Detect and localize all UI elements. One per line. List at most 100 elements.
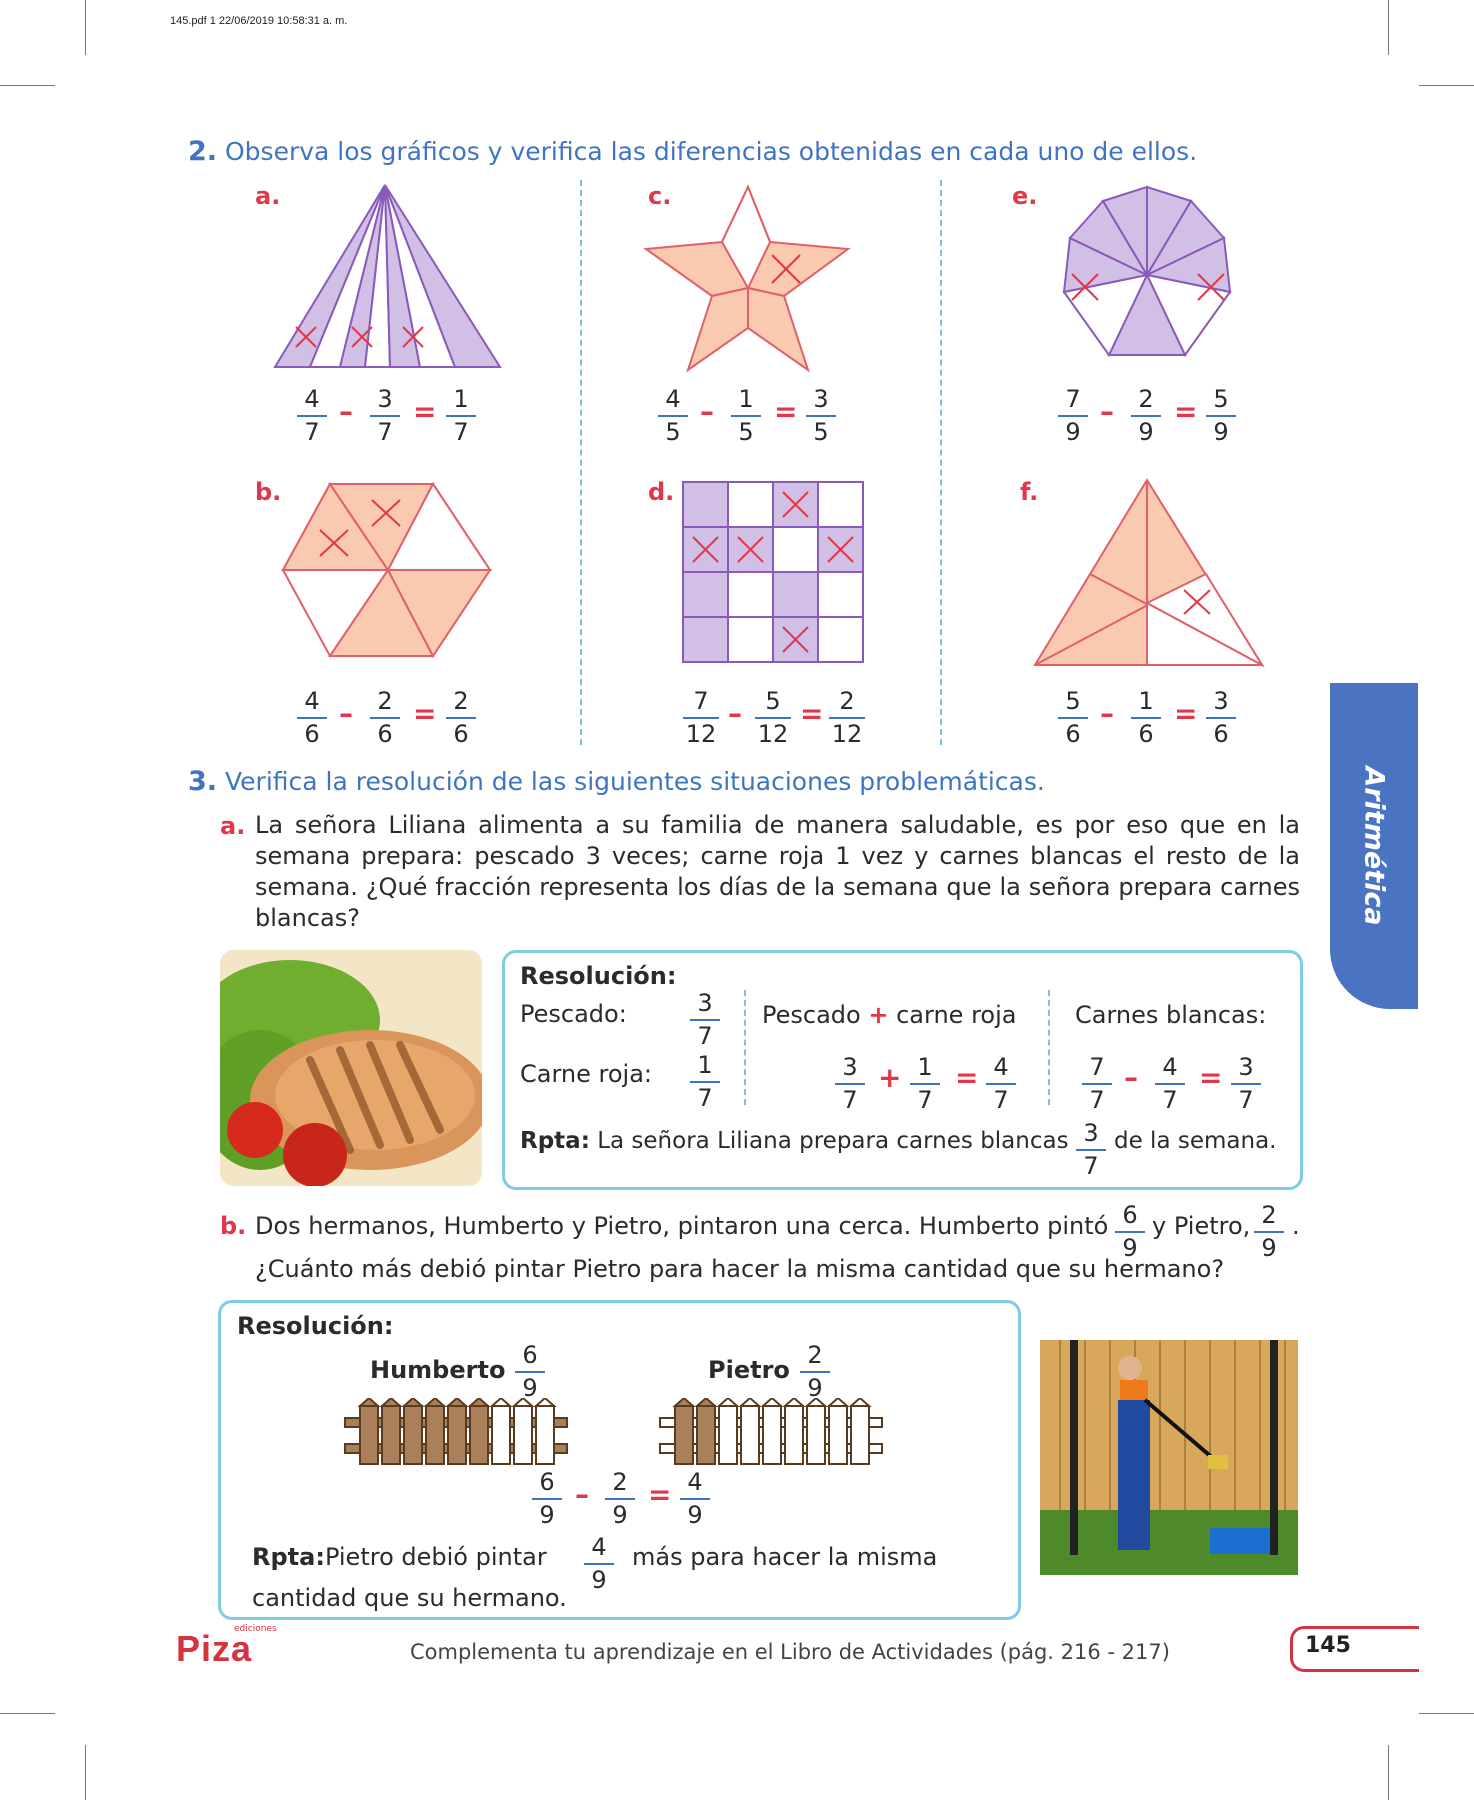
rpta-b-line2: cantidad que su hermano. — [252, 1584, 567, 1612]
figure-b-hexagon — [281, 482, 492, 658]
minus-sign: – — [1100, 395, 1114, 428]
page-number: 145 — [1305, 1633, 1351, 1658]
q3b-text-4: ¿Cuánto más debió pintar Pietro para hac… — [255, 1255, 1225, 1283]
pietro-label: Pietro — [708, 1356, 790, 1384]
box-divider — [744, 990, 746, 1105]
resolution-box-b — [218, 1300, 1021, 1620]
figure-a-triangle — [273, 184, 502, 368]
rpta-a: Rpta: La señora Liliana prepara carnes b… — [520, 1128, 1069, 1154]
pietro-fence — [659, 1398, 883, 1465]
column-divider — [940, 180, 942, 745]
resolution-box-a — [502, 950, 1303, 1190]
humberto-fence — [344, 1398, 568, 1465]
side-tab: Aritmética — [1330, 683, 1418, 1009]
print-line: 145.pdf 1 22/06/2019 10:58:31 a. m. — [170, 15, 348, 27]
footer-text: Complementa tu aprendizaje en el Libro d… — [410, 1640, 1170, 1664]
q3b-text-2: y Pietro, — [1152, 1212, 1251, 1240]
item-e-letter: e. — [1012, 182, 1038, 210]
resolution-title-a: Resolución: — [520, 962, 677, 990]
resolution-title-b: Resolución: — [237, 1312, 394, 1340]
figure-e-nonagon — [1062, 185, 1232, 357]
item-b-letter: b. — [255, 478, 282, 506]
figure-c-star — [643, 184, 851, 373]
q2-figures — [273, 184, 1265, 668]
figure-f-triangle — [1033, 478, 1265, 668]
brand-logo: ediciones Piza — [176, 1624, 286, 1670]
q3b-text-1: Dos hermanos, Humberto y Pietro, pintaro… — [255, 1212, 1109, 1240]
item-a-letter: a. — [255, 182, 281, 210]
equals-sign: = — [1174, 697, 1198, 730]
figure-a-crosses — [295, 326, 424, 348]
minus-sign: – — [339, 395, 353, 428]
rpta-a-end: de la semana. — [1114, 1128, 1277, 1154]
minus-sign: – — [339, 697, 353, 730]
q3-text: Verifica la resolución de las siguientes… — [225, 767, 1045, 796]
figure-d-crosses — [692, 491, 854, 653]
q3a-letter: a. — [220, 812, 246, 840]
item-c-letter: c. — [648, 182, 672, 210]
minus-sign: – — [1124, 1061, 1138, 1094]
fraction: 5 12 — [755, 686, 791, 749]
figure-c-cross — [771, 254, 801, 284]
equals-sign: = — [955, 1061, 979, 1094]
fraction: 7 12 — [683, 686, 719, 749]
q2-heading: 2. Observa los gráficos y verifica las d… — [188, 136, 1197, 167]
carne-roja-label: Carne roja: — [520, 1060, 652, 1088]
equals-sign: = — [1199, 1061, 1223, 1094]
figure-e-crosses — [1071, 273, 1225, 301]
q3b-text-3: . — [1292, 1212, 1300, 1240]
rpta-b-line1: Rpta:Pietro debió pintar — [252, 1543, 547, 1571]
brand-small: ediciones — [234, 1624, 277, 1634]
fence-illustrations — [344, 1398, 883, 1465]
column-divider — [580, 180, 582, 745]
q2-text: Observa los gráficos y verifica las dife… — [225, 137, 1198, 166]
brand-name: Piza — [176, 1628, 253, 1669]
rpta-b-line1-end: más para hacer la misma — [632, 1543, 938, 1571]
q3b-letter: b. — [220, 1212, 247, 1240]
minus-sign: – — [1100, 697, 1114, 730]
figure-f-cross — [1183, 589, 1211, 615]
minus-sign: – — [700, 395, 714, 428]
q3a-text: La señora Liliana alimenta a su familia … — [255, 811, 1300, 932]
fraction: 2 12 — [829, 686, 865, 749]
equals-sign: = — [413, 395, 437, 428]
q3-heading: 3. Verifica la resolución de las siguien… — [188, 766, 1045, 797]
q3-number: 3. — [188, 766, 218, 797]
equals-sign: = — [1174, 395, 1198, 428]
page-number-box: 145 — [1290, 1626, 1419, 1672]
fence-painter-photo — [1040, 1340, 1298, 1575]
equals-sign: = — [774, 395, 798, 428]
sum-title: Pescado + carne roja — [762, 1001, 1017, 1029]
humberto-label: Humberto — [370, 1356, 506, 1384]
q2-number: 2. — [188, 136, 218, 167]
equals-sign: = — [800, 697, 824, 730]
minus-sign: – — [575, 1478, 589, 1511]
figure-b-crosses — [319, 499, 401, 557]
carnes-blancas-title: Carnes blancas: — [1075, 1001, 1267, 1029]
box-divider — [1048, 990, 1050, 1105]
plus-sign: + — [878, 1061, 902, 1094]
item-d-letter: d. — [648, 478, 675, 506]
figure-d-grid — [682, 481, 864, 663]
